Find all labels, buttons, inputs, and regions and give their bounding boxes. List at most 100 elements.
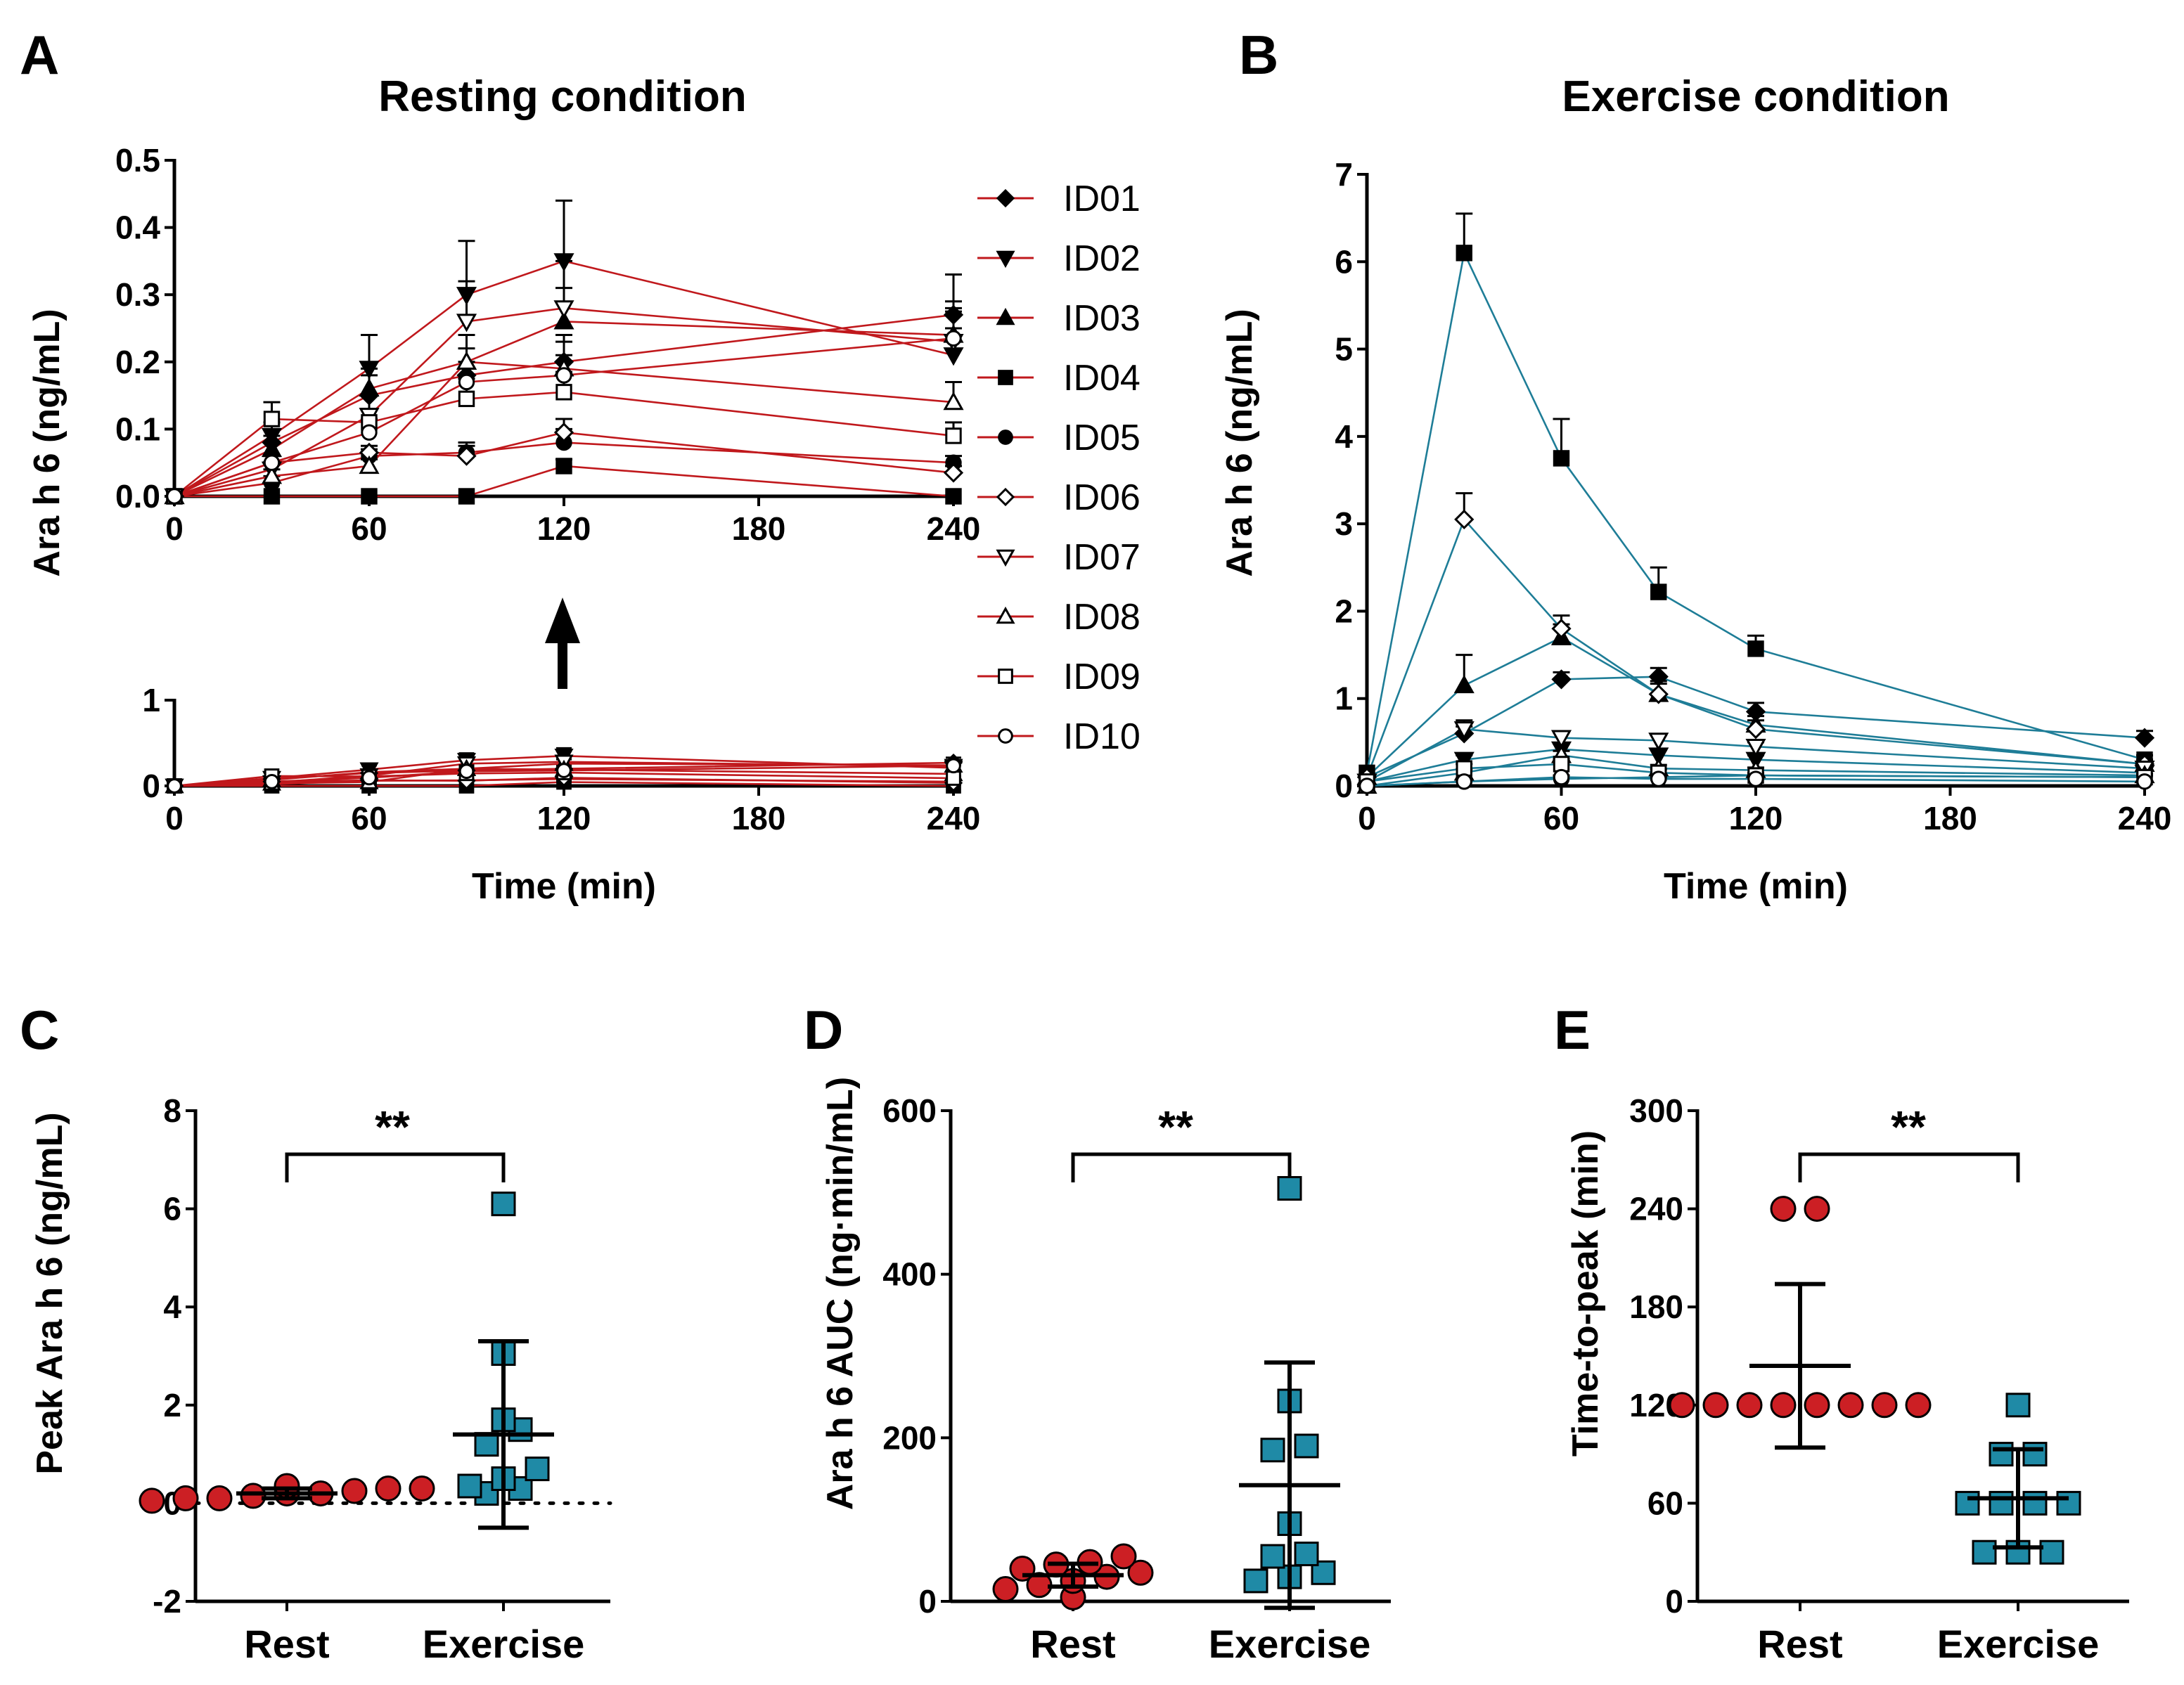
panel-a-top-x-tick-label: 240 xyxy=(927,510,981,547)
panel-e-point-rest xyxy=(1837,1392,1864,1419)
panel-b-point-ID06 xyxy=(1648,684,1669,704)
panel-a-bottom-y-tick-label: 0 xyxy=(142,768,160,804)
panel-a-top-point-ID03 xyxy=(553,311,574,330)
panel-c-y-tick-label: 2 xyxy=(163,1387,181,1423)
panel-b-point-ID01 xyxy=(1551,669,1572,690)
panel-b-x-tick-label: 180 xyxy=(1923,800,1977,837)
legend-label-ID05: ID05 xyxy=(1063,418,1141,458)
panel-b-series-line-ID07 xyxy=(1366,728,2145,782)
panel-a-bottom-point-ID10 xyxy=(361,770,377,786)
legend-label-ID07: ID07 xyxy=(1063,537,1141,578)
panel-b-series-line-ID02 xyxy=(1366,748,2145,783)
panel-a-top-series-line-ID01 xyxy=(174,314,954,498)
panel-a-top-point-ID08 xyxy=(261,465,283,484)
panel-d-point-exercise xyxy=(1260,1438,1285,1463)
panel-a-bottom-series-line-ID04 xyxy=(174,781,954,787)
panel-e-point-exercise xyxy=(2005,1393,2031,1418)
panel-b-y-tick-label: 7 xyxy=(1335,156,1353,193)
panel-b-x-label: Time (min) xyxy=(1664,866,1848,907)
panel-b-point-ID07 xyxy=(1453,721,1475,740)
panel-a-bottom-x-tick-label: 0 xyxy=(165,800,184,837)
panel-a-top-point-ID09 xyxy=(945,427,962,444)
panel-b-point-ID10 xyxy=(1747,770,1764,787)
panel-e-point-rest xyxy=(1871,1392,1898,1419)
panel-c-point-rest xyxy=(341,1478,368,1504)
panel-b-x-tick-label: 120 xyxy=(1729,800,1783,837)
panel-e-y-tick-label: 300 xyxy=(1629,1092,1683,1129)
panel-e-point-exercise xyxy=(1989,1490,2014,1516)
panel-c-point-exercise xyxy=(474,1432,499,1457)
panel-a-top-point-ID10 xyxy=(555,367,572,384)
panel-d-point-exercise xyxy=(1294,1433,1319,1459)
legend-label-ID03: ID03 xyxy=(1063,298,1141,339)
panel-a-top-point-ID02 xyxy=(261,427,283,447)
panel-c-point-rest xyxy=(206,1485,233,1511)
panel-a-top-y-tick-label: 0.4 xyxy=(115,209,160,246)
panel-a-top-series-line-ID02 xyxy=(174,260,954,498)
legend-label-ID06: ID06 xyxy=(1063,477,1141,518)
panel-a-top-point-ID02 xyxy=(553,253,574,272)
panel-d-chart: 0 200 400 600 Rest Exercise xyxy=(882,1092,1391,1666)
panel-b-point-ID04 xyxy=(1650,583,1667,600)
panel-b-title: Exercise condition xyxy=(1562,72,1949,121)
legend-marker-ID05 xyxy=(998,430,1013,445)
legend-label-ID09: ID09 xyxy=(1063,657,1141,697)
panel-d-y-tick-label: 600 xyxy=(882,1092,937,1129)
panel-a-top-point-ID07 xyxy=(553,300,574,319)
panel-a-top-point-ID04 xyxy=(361,488,378,505)
panel-a-top-x-tick-label: 0 xyxy=(165,510,184,547)
panel-e-point-rest xyxy=(1702,1392,1729,1419)
panel-a-top-x-tick-label: 60 xyxy=(351,510,387,547)
up-arrow-icon xyxy=(545,598,580,689)
legend-marker-ID07 xyxy=(996,549,1015,567)
panel-a-top-series-line-ID08 xyxy=(174,361,954,498)
panel-b-y-tick-label: 1 xyxy=(1335,680,1353,717)
panel-c-y-tick-label: -2 xyxy=(153,1583,181,1620)
panel-c-y-tick-label: 6 xyxy=(163,1191,181,1227)
panel-d-y-tick-label: 200 xyxy=(882,1419,937,1456)
panel-b-y-tick-label: 0 xyxy=(1335,768,1353,804)
panel-a-top-point-ID09 xyxy=(263,411,281,427)
panel-d-y-tick-label: 400 xyxy=(882,1256,937,1293)
panel-e-y-tick-label: 60 xyxy=(1647,1485,1683,1521)
panel-b-point-ID04 xyxy=(1747,640,1764,657)
legend-marker-ID08 xyxy=(996,606,1015,624)
panel-a-top-series-line-ID04 xyxy=(174,465,954,498)
panel-c-point-rest xyxy=(375,1475,402,1502)
panel-a-chart: 0.0 0.1 0.2 0.3 0.4 0.5 0 60 120 180 240 0 1 0 60 120 18… xyxy=(115,142,980,837)
legend-label-ID02: ID02 xyxy=(1063,238,1141,279)
panel-a-top-y-tick-label: 0.2 xyxy=(115,344,160,380)
panel-e-point-rest xyxy=(1669,1392,1695,1419)
panel-b-chart: 0 1 2 3 4 5 6 7 0 60 120 180 240 xyxy=(1335,156,2171,837)
panel-d-point-exercise xyxy=(1294,1542,1319,1567)
panel-a-top-point-ID08 xyxy=(359,455,380,474)
panel-a-top-series-line-ID10 xyxy=(174,337,954,498)
panel-b-y-tick-label: 6 xyxy=(1335,243,1353,280)
panel-b-point-ID06 xyxy=(1551,619,1572,639)
legend-label-ID01: ID01 xyxy=(1063,179,1141,219)
panel-e-significance-bracket xyxy=(1798,1152,2020,1182)
panel-e-point-exercise xyxy=(1972,1539,1997,1565)
panel-d-significance: ** xyxy=(1158,1102,1193,1152)
panel-e-y-label: Time-to-peak (min) xyxy=(1565,1130,1606,1457)
panel-b-point-ID04 xyxy=(1553,450,1570,467)
panel-c-point-exercise xyxy=(457,1473,482,1499)
legend-marker-ID02 xyxy=(996,250,1015,269)
panel-b-y-label: Ara h 6 (ng/mL) xyxy=(1219,309,1260,576)
legend-label-ID10: ID10 xyxy=(1063,716,1141,757)
legend: ID01 ID02 ID03 ID04 ID05 ID06 ID07 ID08 ID09 ID10 xyxy=(977,179,1141,757)
panel-a-top-point-ID09 xyxy=(555,384,572,401)
panel-e-category-label: Exercise xyxy=(1937,1622,2099,1666)
panel-e-point-rest xyxy=(1804,1392,1830,1419)
legend-marker-ID03 xyxy=(996,307,1015,325)
panel-b-point-ID04 xyxy=(1456,245,1472,262)
panel-e-point-exercise xyxy=(2022,1442,2048,1467)
panel-a-bottom-point-ID10 xyxy=(167,778,182,794)
panel-b-point-ID06 xyxy=(1454,509,1475,530)
panel-e-y-tick-label: 0 xyxy=(1665,1583,1683,1620)
panel-a-y-label: Ara h 6 (ng/mL) xyxy=(27,309,68,576)
panel-d-category-label: Rest xyxy=(1030,1622,1115,1666)
panel-e-point-exercise xyxy=(1955,1490,1980,1516)
